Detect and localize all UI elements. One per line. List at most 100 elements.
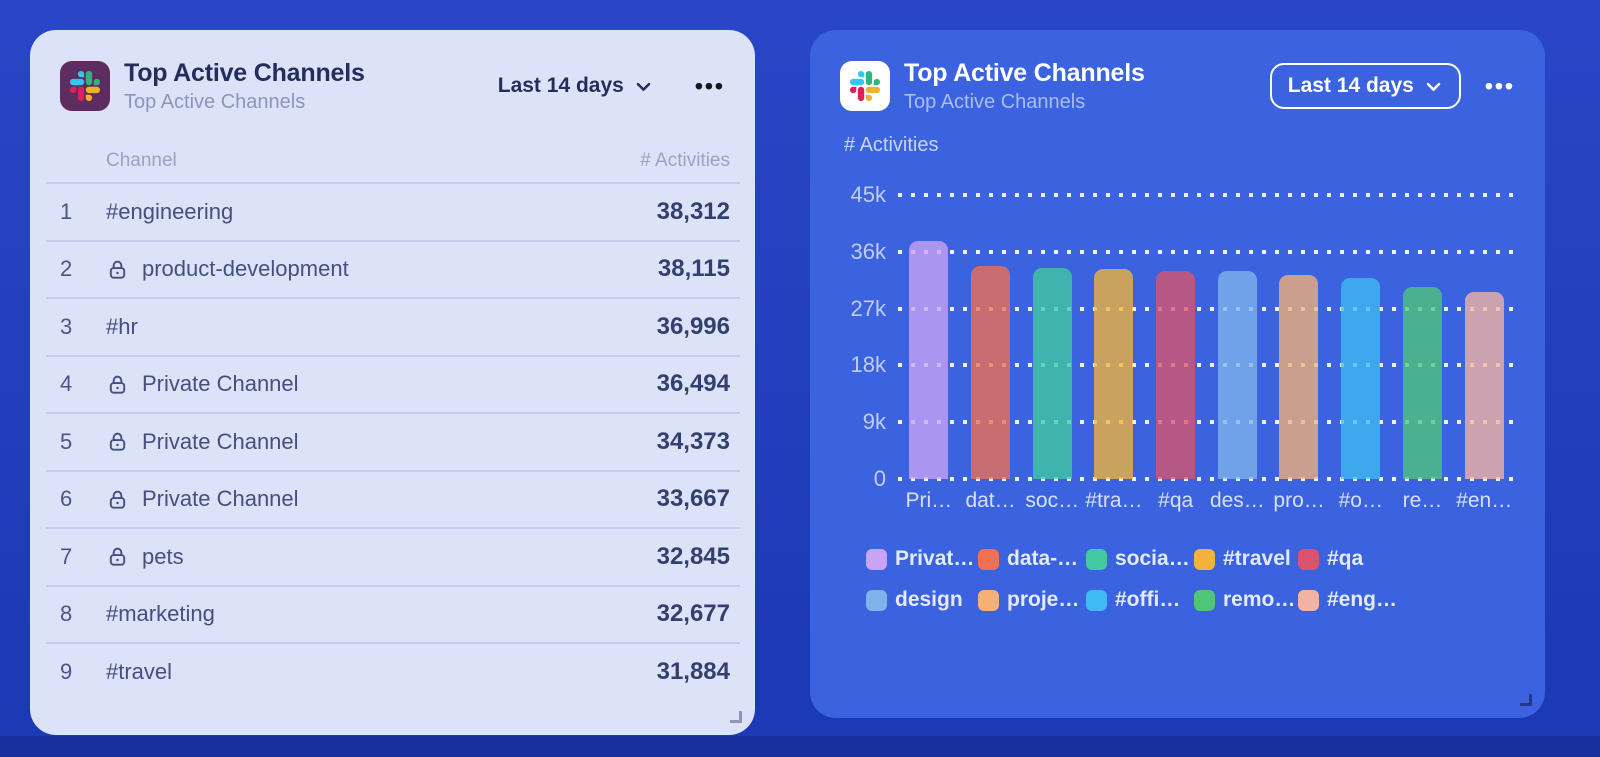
table-row[interactable]: 8 #marketing 32,677	[46, 584, 740, 643]
legend-item[interactable]: #eng…	[1298, 588, 1515, 612]
legend-label: socia…	[1115, 547, 1190, 570]
table-row[interactable]: 7 pets 32,845	[46, 527, 740, 585]
row-channel-name: Private Channel	[106, 371, 657, 397]
legend-swatch	[1298, 548, 1319, 570]
channel-name-text: Private Channel	[142, 428, 299, 454]
channel-name-text: product-development	[142, 256, 349, 282]
gridline	[898, 306, 1515, 311]
y-tick-label: 27k	[850, 295, 886, 321]
bar-data-…[interactable]	[971, 265, 1011, 479]
table-row[interactable]: 1 #engineering 38,312	[46, 182, 740, 240]
bar-proje…[interactable]	[1279, 274, 1319, 479]
channel-name-text: #travel	[106, 658, 173, 684]
bar-Privat…[interactable]	[909, 241, 949, 479]
card-subtitle: Top Active Channels	[904, 91, 1086, 113]
chevron-down-icon	[634, 77, 653, 96]
slack-app-icon	[60, 61, 110, 111]
legend-item[interactable]: #offi…	[1086, 588, 1186, 612]
channel-name-text: Private Channel	[142, 486, 299, 512]
row-activities-value: 31,884	[656, 657, 730, 685]
row-activities-value: 38,312	[656, 197, 730, 225]
page-bottom-strip	[0, 736, 1600, 757]
legend-item[interactable]: #travel	[1194, 547, 1291, 571]
legend-swatch	[978, 548, 999, 570]
header-titles: Top Active Channels Top Active Channels	[124, 58, 498, 114]
more-options-button[interactable]: •••	[1484, 72, 1515, 99]
row-rank: 5	[60, 428, 73, 454]
y-tick-label: 9k	[862, 409, 886, 435]
legend-swatch	[1086, 589, 1107, 611]
lock-icon	[106, 373, 129, 396]
legend-item[interactable]: design	[866, 588, 970, 612]
legend-item[interactable]: socia…	[1086, 547, 1190, 571]
bar-#travel[interactable]	[1094, 269, 1134, 479]
gridline	[898, 249, 1515, 254]
date-range-label: Last 14 days	[1287, 74, 1414, 97]
gridline	[898, 193, 1515, 197]
row-rank: 6	[60, 486, 73, 512]
lock-icon	[106, 258, 129, 281]
row-activities-value: 36,494	[656, 370, 730, 398]
row-rank: 3	[60, 313, 73, 339]
legend-label: Privat…	[895, 547, 975, 570]
bar-design[interactable]	[1217, 271, 1257, 479]
row-channel-name: product-development	[106, 256, 658, 282]
bar-#offi…[interactable]	[1341, 278, 1381, 479]
bar-chart-plot: 0 9k 18k 27k 36k 45k	[851, 182, 1515, 491]
legend-item[interactable]: #qa	[1298, 547, 1515, 571]
date-range-dropdown[interactable]: Last 14 days	[498, 74, 653, 98]
header-titles: Top Active Channels Top Active Channels	[904, 58, 1270, 114]
legend-item[interactable]: data-…	[978, 547, 1078, 571]
legend-label: data-…	[1007, 547, 1079, 570]
row-channel-name: Private Channel	[106, 486, 657, 512]
top-channels-chart-card: Top Active Channels Top Active Channels …	[810, 30, 1545, 718]
row-channel-name: #travel	[106, 659, 657, 685]
row-activities-value: 32,845	[656, 542, 730, 570]
channel-name-text: #hr	[106, 313, 138, 339]
row-activities-value: 38,115	[657, 255, 730, 283]
table-row[interactable]: 5 Private Channel 34,373	[46, 412, 740, 470]
channel-name-text: Private Channel	[142, 371, 299, 397]
bar-#eng…[interactable]	[1464, 292, 1504, 479]
row-rank: 8	[60, 601, 73, 627]
row-channel-name: Private Channel	[106, 429, 657, 455]
bar-#qa[interactable]	[1156, 270, 1196, 479]
table-row[interactable]: 2 product-development 38,115	[46, 239, 740, 298]
legend-item[interactable]: remo…	[1194, 588, 1295, 612]
resize-handle-icon[interactable]	[730, 711, 742, 723]
legend-swatch	[866, 548, 887, 570]
date-range-dropdown[interactable]: Last 14 days	[1269, 63, 1461, 109]
y-axis-title: # Activities	[844, 134, 939, 156]
channel-name-text: #engineering	[106, 198, 234, 224]
gridline	[898, 363, 1515, 368]
bar-socia…[interactable]	[1032, 268, 1072, 479]
legend-label: #travel	[1223, 547, 1291, 570]
activities-column-header: # Activities	[640, 150, 730, 171]
slack-app-icon	[840, 61, 890, 111]
table-row[interactable]: 3 #hr 36,996	[46, 297, 740, 355]
x-tick-label: soc…	[1025, 489, 1080, 512]
legend-swatch	[866, 589, 887, 611]
legend-item[interactable]: proje…	[978, 588, 1079, 612]
y-tick-label: 45k	[850, 182, 886, 207]
x-tick-label: des…	[1209, 489, 1265, 512]
card-title: Top Active Channels	[904, 59, 1145, 87]
gridline	[898, 420, 1515, 425]
lock-icon	[106, 488, 129, 511]
slack-logo-icon	[70, 71, 100, 101]
x-tick-label: #tra…	[1085, 489, 1143, 512]
more-options-button[interactable]: •••	[694, 72, 725, 99]
row-activities-value: 33,667	[656, 485, 730, 513]
table-row[interactable]: 6 Private Channel 33,667	[46, 469, 740, 528]
gridline	[898, 477, 1515, 481]
resize-handle-icon[interactable]	[1520, 694, 1532, 706]
table-row[interactable]: 4 Private Channel 36,494	[46, 354, 740, 413]
bar-remo…[interactable]	[1402, 286, 1442, 479]
chevron-down-icon	[1424, 77, 1443, 96]
legend-item[interactable]: Privat…	[866, 547, 974, 571]
row-activities-value: 34,373	[656, 427, 730, 455]
slack-logo-icon	[850, 71, 880, 101]
table-row[interactable]: 9 #travel 31,884	[46, 642, 740, 700]
chart-legend: Privat… data-… socia… #travel #qa design proje…	[866, 547, 1515, 612]
y-tick-label: 36k	[850, 238, 886, 264]
